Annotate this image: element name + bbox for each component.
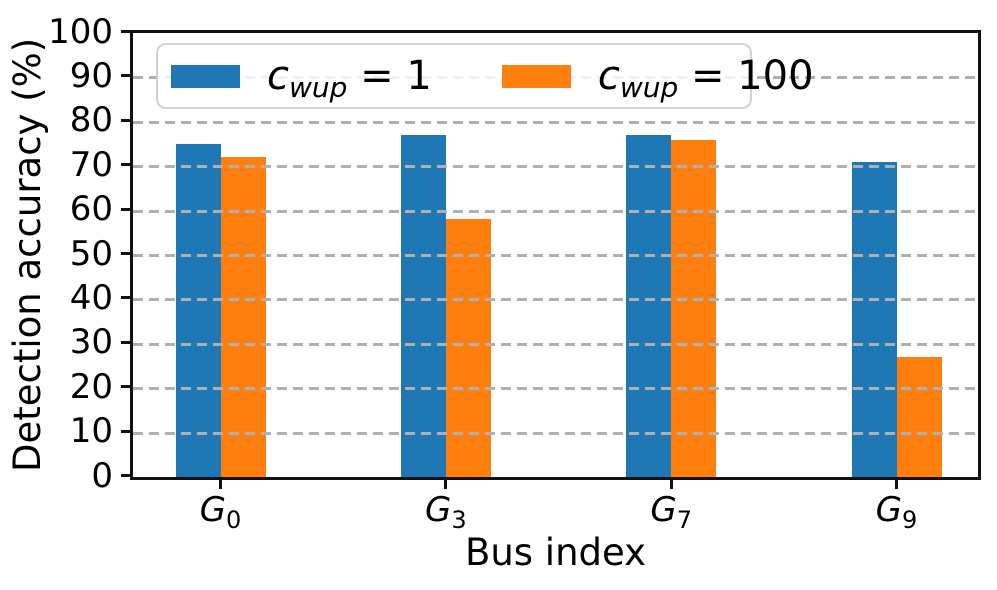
legend-label-value: = 100: [678, 53, 814, 99]
gridline-10: [133, 431, 978, 435]
legend-swatch-icon-0: [171, 64, 240, 88]
bar-G3-series1: [445, 219, 491, 477]
bar-G0-series1: [220, 157, 266, 477]
legend-entry-0: cwup = 1: [171, 43, 432, 109]
gridline-50: [133, 254, 978, 257]
y-tick-label-40: 40: [69, 277, 113, 318]
bar-G9-series0: [851, 161, 897, 477]
gridline-80: [133, 120, 978, 124]
legend-swatch-icon-1: [501, 64, 571, 88]
x-tick-subscript: 9: [902, 506, 918, 534]
y-tick-mark-50: [121, 252, 130, 255]
x-tick-base: G: [875, 490, 903, 530]
bar-G0-series0: [175, 144, 221, 477]
gridline-30: [133, 342, 978, 346]
y-tick-label-70: 70: [69, 144, 113, 185]
gridline-70: [133, 165, 978, 169]
legend-label-subscript: wup: [619, 71, 679, 104]
y-tick-mark-20: [121, 385, 130, 389]
legend-label-1: cwup = 100: [598, 43, 814, 109]
x-tick-label-G7: G7: [611, 489, 731, 534]
x-tick-base: G: [424, 490, 452, 530]
x-axis-label: Bus index: [464, 531, 647, 574]
y-tick-mark-0: [121, 474, 130, 477]
y-tick-mark-30: [121, 340, 130, 344]
y-tick-mark-70: [121, 163, 130, 167]
gridline-20: [133, 387, 978, 391]
legend-label-value: = 1: [347, 53, 432, 99]
bar-G7-series1: [671, 139, 717, 477]
y-tick-mark-90: [121, 74, 130, 78]
x-tick-label-G0: G0: [161, 489, 281, 534]
legend-label-symbol: c: [597, 53, 620, 99]
x-tick-subscript: 7: [676, 506, 692, 534]
legend-label-symbol: c: [267, 53, 289, 99]
y-tick-mark-10: [121, 429, 130, 433]
y-tick-label-50: 50: [69, 233, 113, 274]
y-tick-label-30: 30: [69, 322, 113, 363]
x-tick-mark-G0: [219, 480, 222, 489]
gridline-40: [133, 298, 978, 302]
y-tick-label-20: 20: [69, 366, 113, 407]
x-tick-mark-G3: [444, 480, 448, 489]
y-tick-label-90: 90: [69, 55, 113, 96]
y-tick-mark-60: [121, 207, 130, 211]
x-tick-label-G9: G9: [837, 489, 957, 534]
y-tick-label-0: 0: [91, 455, 113, 496]
bar-G9-series1: [896, 357, 942, 477]
legend: cwup = 1 cwup = 100: [156, 43, 814, 109]
y-tick-mark-100: [121, 30, 130, 33]
gridline-60: [133, 209, 978, 213]
x-tick-label-G3: G3: [386, 489, 506, 534]
y-tick-mark-40: [121, 296, 130, 300]
y-tick-label-100: 100: [48, 11, 113, 52]
x-tick-mark-G7: [669, 480, 673, 489]
bar-G3-series0: [400, 135, 446, 477]
y-tick-label-10: 10: [69, 411, 113, 452]
legend-entry-1: cwup = 100: [501, 43, 814, 109]
x-tick-subscript: 0: [226, 506, 242, 534]
y-tick-mark-80: [121, 118, 130, 122]
x-tick-subscript: 3: [451, 506, 467, 534]
y-tick-label-60: 60: [69, 189, 113, 230]
bar-G7-series0: [626, 135, 672, 477]
x-tick-base: G: [650, 490, 677, 530]
y-tick-label-80: 80: [69, 100, 113, 141]
legend-label-subscript: wup: [289, 71, 348, 104]
x-tick-base: G: [199, 490, 227, 530]
legend-label-0: cwup = 1: [267, 43, 432, 109]
x-tick-mark-G9: [895, 480, 898, 489]
